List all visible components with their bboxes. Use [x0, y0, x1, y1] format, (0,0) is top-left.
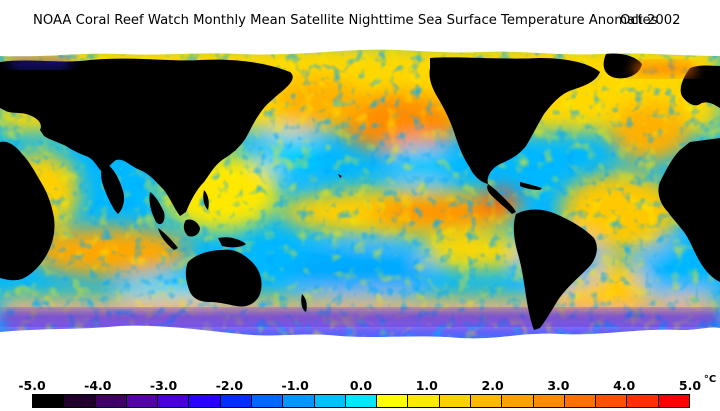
- map-title: NOAA Coral Reef Watch Monthly Mean Satel…: [0, 0, 720, 42]
- colorbar-swatch: [220, 395, 252, 407]
- philippines: [203, 190, 209, 210]
- colorbar-swatch: [95, 395, 127, 407]
- colorbar-swatch: [64, 395, 96, 407]
- colorbar-swatch: [564, 395, 597, 407]
- africa: [658, 138, 720, 282]
- south-america: [513, 209, 597, 330]
- colorbar-tick-label: 3.0: [547, 378, 570, 393]
- colorbar-tick-label: -5.0: [18, 378, 46, 393]
- colorbar-swatch: [377, 395, 409, 407]
- colorbar-swatch: [33, 395, 65, 407]
- central-america: [487, 184, 516, 214]
- colorbar-unit: °C: [703, 374, 717, 385]
- colorbar-tick-label: -2.0: [215, 378, 244, 393]
- colorbar-tick-label: 2.0: [481, 378, 504, 393]
- colorbar-swatch: [158, 395, 190, 407]
- new-zealand: [301, 294, 307, 312]
- africa-west: [0, 141, 55, 281]
- colorbar-swatch: [314, 395, 346, 407]
- borneo: [183, 219, 200, 237]
- colorbar-tick-label: -1.0: [281, 378, 309, 393]
- map-date: Oct 2002: [620, 13, 681, 28]
- colorbar-tick-label: -4.0: [84, 378, 112, 393]
- europe-west: [680, 65, 720, 108]
- colorbar-swatch: [502, 395, 534, 407]
- colorbar-swatch: [470, 395, 503, 407]
- colorbar-swatch: [533, 395, 565, 407]
- japan: [228, 126, 237, 152]
- southern-ocean-cool-band: [0, 310, 720, 324]
- australia: [185, 249, 262, 307]
- world-sst-anomaly-map: [0, 42, 720, 372]
- caribbean: [520, 182, 542, 190]
- colorbar-labels: -5.0 -4.0 -3.0 -2.0 -1.0 0.0 1.0 2.0 3.0 4.0 5.0 °C: [0, 374, 720, 394]
- colorbar-swatch: [658, 395, 689, 407]
- colorbar-tick-label: 5.0: [678, 378, 702, 393]
- hawaii: [338, 174, 342, 178]
- map-title-text: NOAA Coral Reef Watch Monthly Mean Satel…: [33, 13, 658, 28]
- siberia-cool-patch: [10, 58, 70, 68]
- arctic-ice: [0, 42, 720, 57]
- colorbar-swatch: [439, 395, 471, 407]
- colorbar-tick-label: 4.0: [613, 378, 636, 393]
- colorbar-tick-label: 1.0: [415, 378, 438, 393]
- colorbar-swatch: [345, 395, 378, 407]
- colorbar-swatch: [596, 395, 628, 407]
- colorbar-swatch: [126, 395, 159, 407]
- india: [101, 162, 125, 214]
- colorbar-swatch: [189, 395, 221, 407]
- colorbar-swatch: [283, 395, 315, 407]
- north-america: [429, 57, 600, 184]
- colorbar-tick-label: 0.0: [349, 378, 373, 393]
- greenland: [603, 53, 642, 79]
- land-masses: [0, 53, 720, 330]
- colorbar-swatch: [408, 395, 440, 407]
- arctic-warm-patch: [634, 62, 694, 76]
- colorbar-swatch: [251, 395, 284, 407]
- colorbar: [32, 394, 690, 408]
- colorbar-swatch: [627, 395, 659, 407]
- southeast-asia: [149, 192, 165, 225]
- colorbar-tick-label: -3.0: [149, 378, 178, 393]
- new-guinea: [218, 237, 246, 248]
- eurasia: [0, 58, 293, 217]
- antarctica-ice: [0, 325, 720, 372]
- sumatra: [158, 228, 178, 250]
